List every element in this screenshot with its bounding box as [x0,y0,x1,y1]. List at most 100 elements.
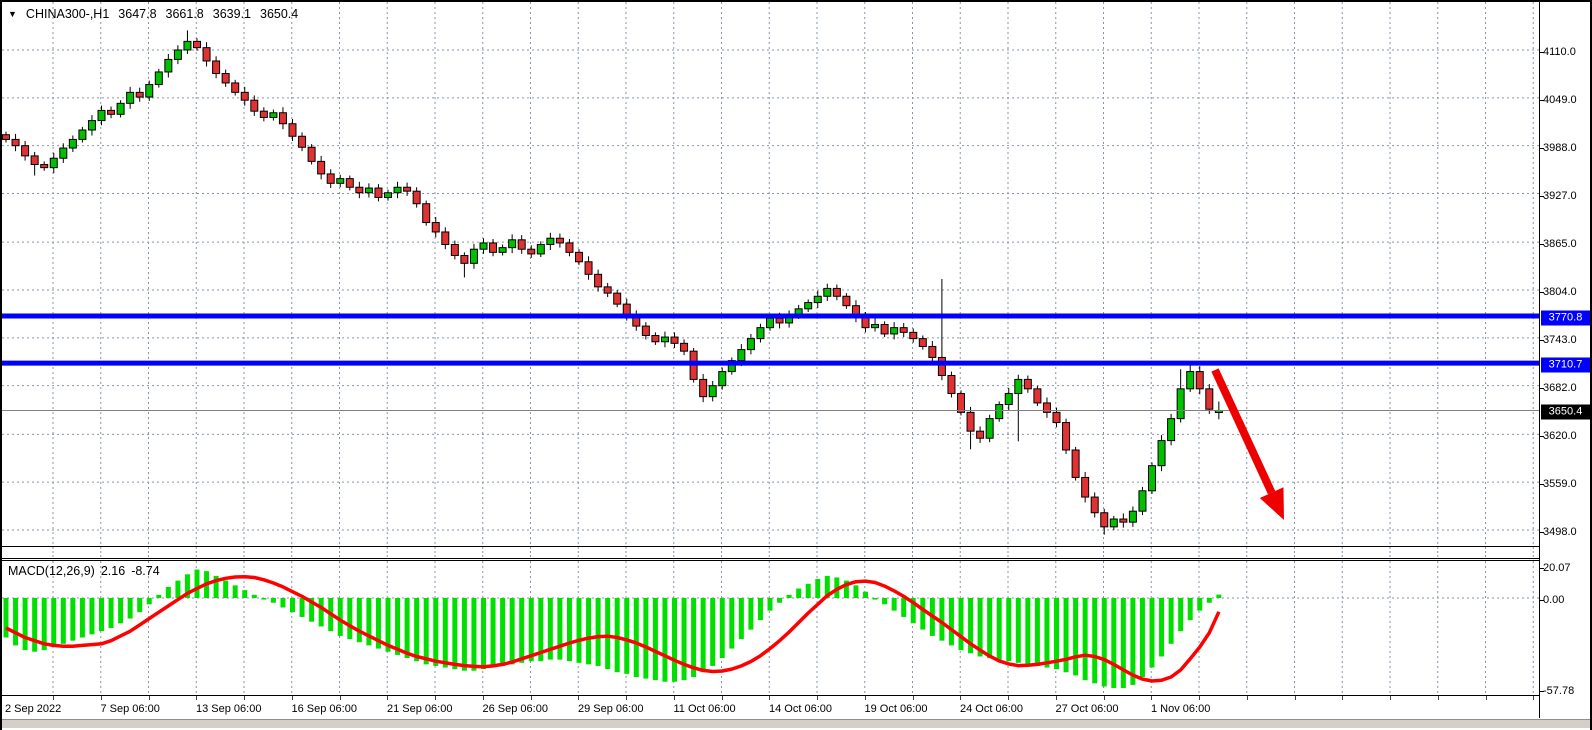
candle [40,161,49,171]
time-axis-tick [721,696,723,700]
candle [995,401,1004,422]
candle [298,132,307,152]
macd-histogram-bar [729,598,735,649]
macd-histogram-bar [318,598,324,627]
macd-histogram-bar [13,598,19,646]
candle [269,109,278,121]
price-axis-label: 3804.0 [1543,286,1577,298]
time-axis-tick [100,696,102,700]
candle [126,86,135,109]
macd-histogram-bar [165,586,171,598]
candle [336,174,345,188]
price-axis-tick [1539,532,1544,533]
macd-histogram-bar [509,598,515,665]
macd-histogram-bar [442,598,448,668]
candle [135,87,144,102]
macd-histogram-bar [547,598,553,660]
candle [317,155,326,180]
macd-histogram-bar [270,598,276,603]
time-axis-tick [435,696,436,700]
time-axis-tick [482,696,484,700]
macd-histogram-bar [194,569,200,598]
macd-histogram-bar [681,598,687,681]
candle [756,323,765,343]
candle [422,200,431,226]
candle [250,95,259,116]
macd-histogram-bar [710,598,716,666]
candle [928,340,937,363]
candle [288,119,297,141]
candle [517,235,526,254]
time-axis-tick [912,696,914,700]
macd-histogram-bar [309,598,315,622]
symbol-dropdown-icon[interactable]: ▼ [8,9,17,19]
macd-chart-panel[interactable] [2,561,1539,695]
candle [240,86,249,106]
macd-histogram-bar [261,598,267,600]
macd-histogram-bar [948,598,954,646]
macd-histogram-bar [824,575,830,598]
macd-histogram-bar [22,598,28,651]
time-axis-tick [1103,696,1105,700]
macd-histogram-bar [1197,598,1203,611]
macd-histogram-bar [968,598,974,654]
macd-histogram-bar [32,598,38,652]
macd-histogram-bar [853,585,859,598]
macd-histogram-bar [672,598,677,682]
candle [680,339,689,356]
macd-histogram-bar [757,598,763,621]
macd-histogram-bar [1216,594,1222,598]
macd-histogram-bar [137,598,143,613]
macd-header: MACD(12,26,9) 2.16 -8.74 [8,564,160,578]
candle [727,357,736,375]
time-axis-tick [339,696,341,700]
candle [555,233,564,248]
price-axis-tick [1539,195,1544,197]
candle [87,115,96,136]
macd-histogram-bar [1187,598,1193,621]
candle [823,283,832,301]
candle [871,316,880,332]
macd-histogram-bar [1054,598,1059,670]
macd-axis-label: 20.07 [1543,562,1571,575]
price-axis-label: 3559.0 [1543,478,1577,491]
time-axis-tick [864,696,866,700]
macd-histogram-bar [89,598,95,635]
time-axis-label: 13 Sep 06:00 [196,703,262,715]
panel-divider-line-1 [2,558,1539,559]
macd-histogram-bar [232,585,238,598]
candle [489,239,498,257]
macd-histogram-bar [175,580,181,598]
price-chart-panel[interactable] [2,2,1539,546]
macd-histogram-bar [1120,598,1126,689]
trend-arrow-shaft[interactable] [1211,368,1276,495]
price-axis-label: 3927.0 [1543,189,1577,202]
time-axis-label: 21 Sep 06:00 [387,703,453,715]
macd-histogram-bar [700,598,706,673]
time-axis-tick [244,696,245,700]
macd-histogram-bar [633,598,639,677]
candle [594,269,603,292]
trend-arrow-head[interactable] [1259,487,1284,520]
time-axis-tick [578,696,580,700]
macd-histogram-bar [719,598,725,659]
macd-histogram-bar [1092,598,1098,684]
macd-histogram-bar [643,598,649,679]
macd-axis-label: -57.78 [1543,685,1575,698]
price-axis-tick [1539,292,1544,293]
macd-histogram-bar [356,598,362,643]
macd-histogram-bar [385,598,391,652]
candle [651,332,660,345]
price-axis-tick [1539,436,1544,438]
candle [746,333,755,355]
macd-histogram-bar [843,580,849,598]
panel-divider[interactable] [2,546,1539,547]
macd-histogram-bar [60,598,66,644]
candle [469,243,478,269]
macd-histogram-bar [796,588,802,598]
price-axis-label: 3682.0 [1543,381,1577,394]
macd-histogram-bar [595,598,601,666]
macd-histogram-bar [146,598,152,605]
macd-histogram-bar [414,598,420,662]
